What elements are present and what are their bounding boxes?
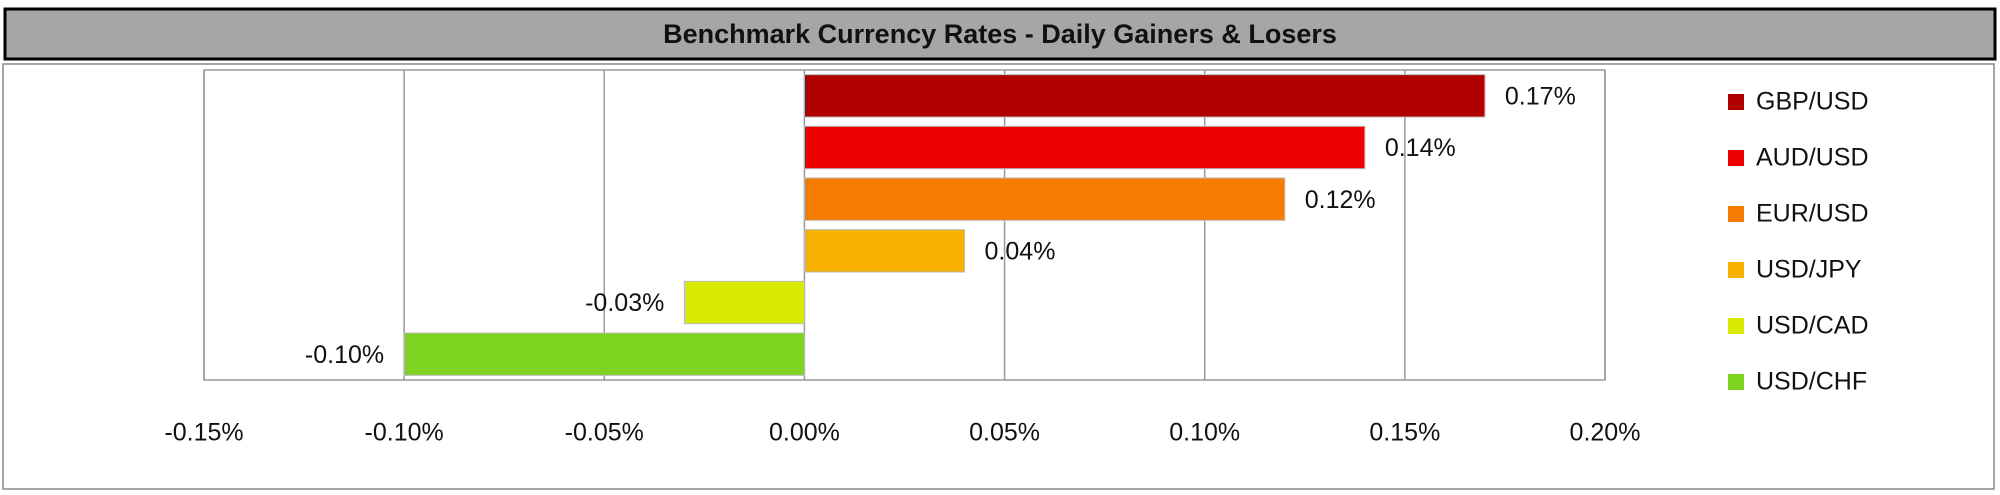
bar [403,332,805,376]
x-tick-label: 0.00% [769,419,840,447]
data-label: -0.03% [585,289,664,317]
x-tick-label: -0.15% [164,419,243,447]
bar [803,74,1486,118]
bar [803,125,1366,170]
bar [803,177,1286,221]
legend-label: AUD/USD [1756,144,1869,172]
x-tick-label: -0.10% [365,419,444,447]
legend-swatch [1728,206,1744,222]
legend-label: USD/JPY [1756,256,1862,284]
title-bar [3,7,1997,61]
legend-swatch [1728,262,1744,278]
legend-swatch [1728,318,1744,334]
data-label: 0.12% [1305,186,1376,214]
legend-label: EUR/USD [1756,200,1869,228]
legend-label: GBP/USD [1756,88,1869,116]
legend-swatch [1728,150,1744,166]
x-tick-label: 0.10% [1169,419,1240,447]
x-tick-label: 0.20% [1570,419,1641,447]
chart-title: Benchmark Currency Rates - Daily Gainers… [663,19,1337,49]
x-tick-label: 0.15% [1369,419,1440,447]
bar [683,280,805,325]
x-tick-label: -0.05% [565,419,644,447]
data-label: 0.04% [985,237,1056,265]
legend-swatch [1728,374,1744,390]
bar [803,229,966,273]
legend-label: USD/CHF [1756,368,1867,396]
data-label: -0.10% [305,341,384,369]
legend-swatch [1728,94,1744,110]
legend-label: USD/CAD [1756,312,1869,340]
data-label: 0.17% [1505,82,1576,110]
data-label: 0.14% [1385,134,1456,162]
x-tick-label: 0.05% [969,419,1040,447]
